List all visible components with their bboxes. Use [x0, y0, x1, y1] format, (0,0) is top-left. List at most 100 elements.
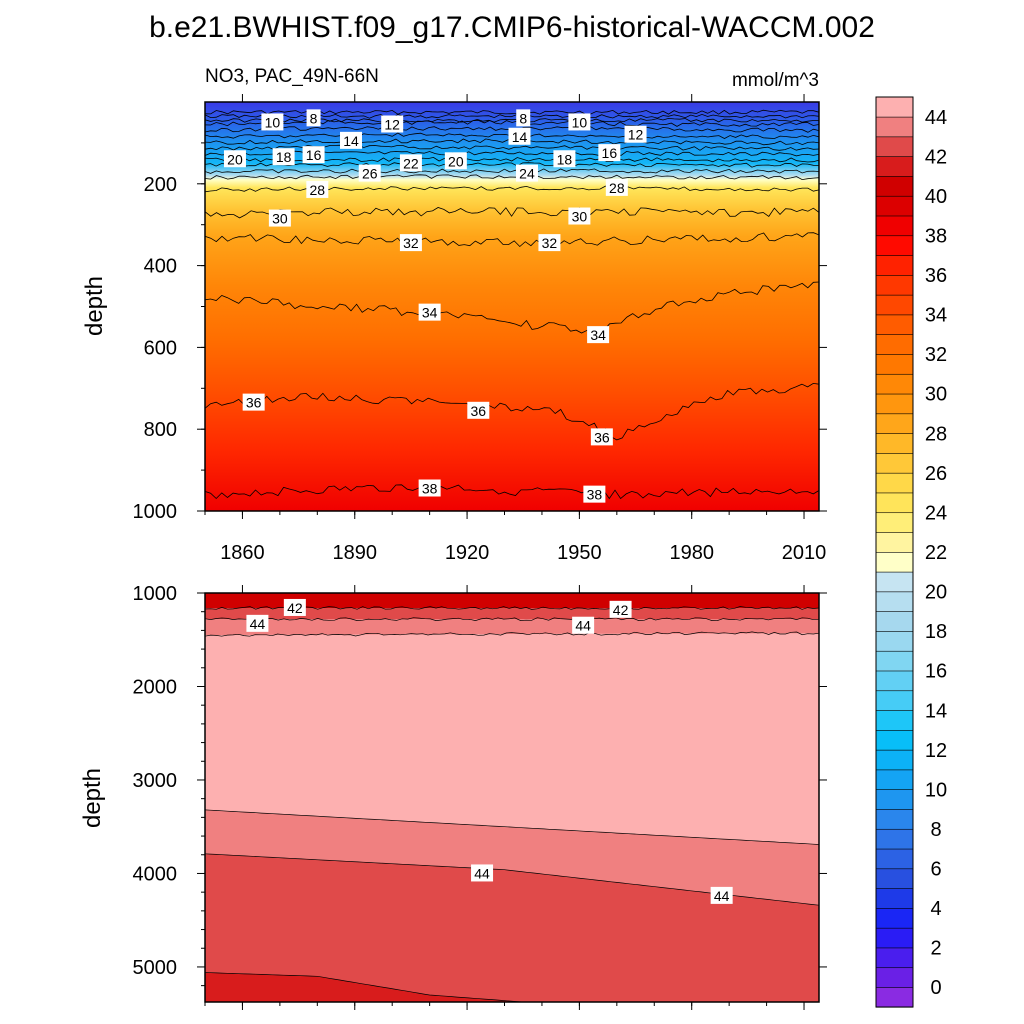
contour-label-text: 36	[246, 395, 262, 411]
contour-label-bg	[471, 864, 494, 882]
isoline-26	[205, 174, 819, 181]
colorbar-swatch	[875, 432, 914, 454]
contour-label: 18	[553, 150, 576, 168]
contour-label: 34	[418, 303, 441, 321]
colorbar-swatch	[875, 749, 914, 771]
contour-label-text: 16	[602, 145, 618, 161]
colorbar-swatch	[875, 215, 914, 237]
contour-label: 42	[283, 598, 306, 616]
y-tick-label: 800	[144, 419, 177, 441]
colorbar-swatch	[875, 393, 914, 415]
colorbar-swatch	[875, 413, 914, 434]
contour-label-text: 44	[575, 618, 591, 634]
contour-label: 30	[268, 209, 291, 227]
contour-label-text: 14	[512, 129, 528, 145]
contour-label-bg	[598, 144, 621, 162]
colorbar-swatch	[875, 96, 914, 118]
x-tick-label: 1920	[445, 542, 490, 564]
contour-label: 14	[508, 127, 531, 145]
y-tick-label: 2000	[133, 676, 178, 698]
colorbar-label: 22	[925, 542, 947, 564]
colorbar-label: 20	[925, 582, 947, 604]
contour-label: 36	[467, 401, 490, 419]
contour-label-bg	[467, 401, 490, 419]
x-tick-label: 1980	[669, 542, 714, 564]
colorbar-swatch	[875, 907, 914, 929]
contour-label: 10	[261, 113, 284, 131]
contour-label-text: 24	[519, 166, 535, 182]
contour-label-bg	[223, 150, 246, 168]
colorbar-label: 2	[930, 938, 941, 960]
colorbar-swatch	[875, 334, 914, 355]
contour-label-text: 42	[613, 602, 629, 618]
contour-label-text: 10	[265, 114, 281, 130]
colorbar-swatch	[875, 116, 914, 138]
colorbar-label: 30	[925, 384, 947, 406]
band-42-44	[205, 607, 819, 620]
contour-label-text: 30	[572, 209, 588, 225]
band-44-46	[205, 619, 819, 636]
contour-label: 26	[358, 164, 381, 182]
x-tick-label: 2010	[782, 542, 827, 564]
contour-label-text: 42	[287, 600, 303, 616]
contour-label-bg	[399, 154, 422, 172]
contour-label-text: 28	[609, 180, 625, 196]
isoline-46	[205, 631, 819, 637]
contour-label: 38	[583, 485, 606, 503]
colorbar-swatch	[875, 591, 914, 612]
band-above-42	[205, 593, 819, 608]
contour-label-bg	[515, 164, 538, 182]
colorbar-swatch	[875, 353, 914, 375]
colorbar-label: 8	[930, 819, 941, 841]
lower-contour-labels: 42 42 44 44 44 44	[246, 598, 733, 904]
y-tick-label: 200	[144, 174, 177, 196]
colorbar-label: 14	[925, 700, 947, 722]
colorbar-swatch	[875, 650, 914, 672]
colorbar-label: 44	[925, 107, 947, 129]
contour-label: 42	[609, 600, 632, 618]
contour-label: 38	[418, 479, 441, 497]
contour-label-bg	[381, 115, 404, 133]
colorbar-label: 34	[925, 305, 947, 327]
colorbar-swatch	[875, 611, 914, 632]
x-tick-label: 1950	[557, 542, 602, 564]
contour-label-text: 18	[557, 151, 573, 167]
contour-label: 16	[302, 146, 325, 164]
colorbar-swatch	[875, 848, 914, 870]
colorbar-swatch	[875, 274, 914, 296]
y-tick-label: 600	[144, 337, 177, 359]
contour-label-text: 38	[422, 481, 438, 497]
colorbar-swatch	[875, 294, 914, 316]
contour-label: 20	[444, 152, 467, 170]
contour-label-text: 30	[272, 211, 288, 227]
x-tick-label: 1860	[220, 542, 265, 564]
colorbar-label: 36	[925, 265, 947, 287]
colorbar-swatch	[875, 571, 914, 593]
contour-label: 30	[568, 207, 591, 225]
upper-field	[205, 102, 819, 511]
colorbar-swatch	[875, 630, 914, 652]
colorbar-swatch	[875, 531, 914, 553]
upper-frame	[204, 101, 820, 512]
colorbar-label: 28	[925, 423, 947, 445]
colorbar-swatch	[875, 927, 914, 949]
contour-label-bg	[516, 109, 531, 127]
contour-label-bg	[605, 178, 628, 196]
colorbar-label: 40	[925, 186, 947, 208]
contour-label-text: 8	[310, 110, 318, 126]
contour-label-text: 34	[590, 327, 606, 343]
contour-label: 28	[306, 180, 329, 198]
contour-label: 32	[538, 234, 561, 252]
upper-contour-labels: 8 10 12 14 14 8 10 12 16 18 20 16 18 20 22 26 24 28 28 30 30…	[223, 109, 647, 503]
y-tick-label: 1000	[133, 501, 178, 523]
colorbar-label: 32	[925, 344, 947, 366]
contour-label: 34	[587, 326, 610, 344]
colorbar-swatch	[875, 156, 914, 177]
contour-label-bg	[418, 303, 441, 321]
contour-label-text: 12	[628, 127, 644, 143]
contour-label-bg	[340, 131, 363, 149]
colorbar-swatch	[875, 551, 914, 573]
colorbar-swatch	[875, 808, 914, 830]
isoline-40	[205, 972, 524, 1002]
